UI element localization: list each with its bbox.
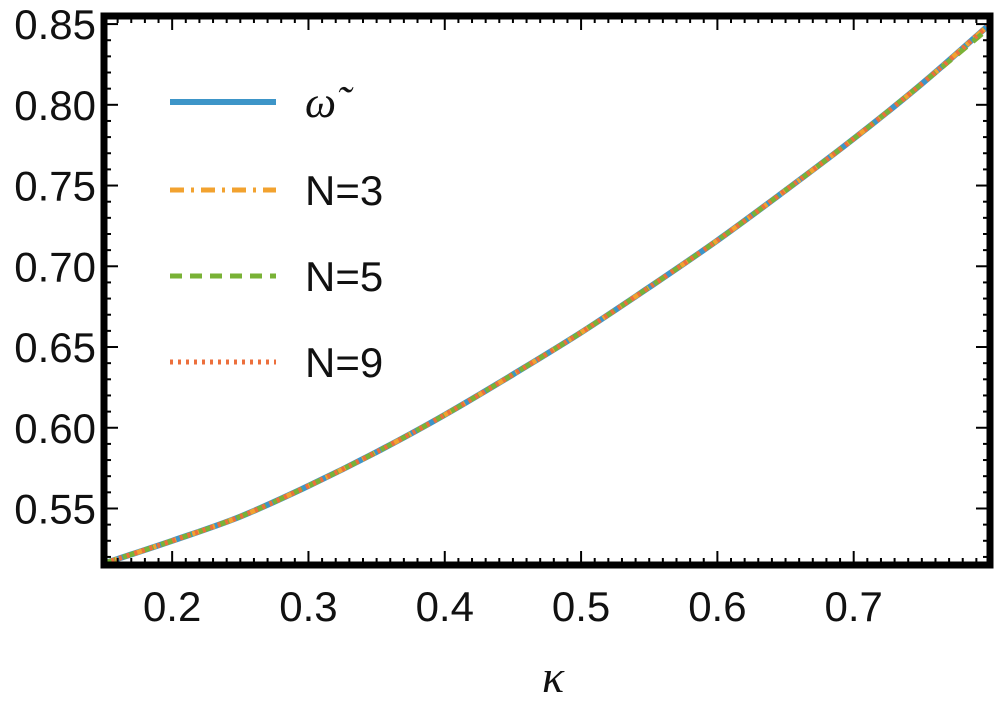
- x-axis-ticks: 0.2 0.3 0.4 0.5 0.6 0.7: [116, 16, 978, 630]
- legend: ω̃ N=3 N=5 N=9: [170, 78, 383, 386]
- legend-label-4: N=9: [305, 339, 383, 386]
- x-tick-label: 0.4: [416, 583, 474, 630]
- y-tick-label: 0.80: [14, 82, 96, 129]
- series-line-2: [103, 22, 992, 566]
- y-tick-label: 0.85: [14, 1, 96, 48]
- legend-label-3: N=5: [305, 253, 383, 300]
- y-tick-label: 0.75: [14, 163, 96, 210]
- series-line-3: [103, 25, 992, 566]
- legend-label-1: ω̃: [305, 78, 354, 127]
- x-tick-label: 0.2: [143, 583, 201, 630]
- y-tick-label: 0.65: [14, 324, 96, 371]
- series-layer: [103, 21, 992, 567]
- legend-label-2: N=3: [305, 167, 383, 214]
- y-tick-label: 0.60: [14, 405, 96, 452]
- y-tick-label: 0.70: [14, 243, 96, 290]
- x-tick-label: 0.6: [688, 583, 746, 630]
- x-tick-label: 0.5: [552, 583, 610, 630]
- x-tick-label: 0.3: [279, 583, 337, 630]
- x-tick-label: 0.7: [824, 583, 882, 630]
- y-axis-ticks: 0.55 0.60 0.65 0.70 0.75 0.80 0.85: [14, 1, 990, 558]
- x-axis-title: κ: [542, 651, 565, 702]
- y-tick-label: 0.55: [14, 485, 96, 532]
- series-line-4: [103, 22, 992, 566]
- plot-frame: [100, 12, 994, 569]
